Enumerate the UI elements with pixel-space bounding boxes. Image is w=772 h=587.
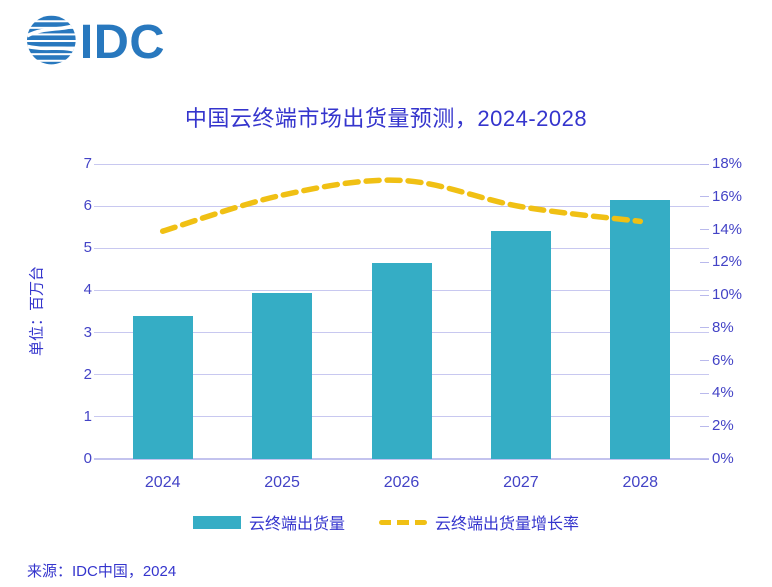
- right-axis-tick: [700, 458, 709, 460]
- x-axis-tick-label: 2027: [503, 474, 539, 491]
- bar-2026: [371, 263, 432, 459]
- right-axis-tick-label: 18%: [712, 155, 743, 172]
- x-axis-tick-label: 2025: [264, 474, 300, 491]
- right-axis-tick: [700, 294, 709, 296]
- chart-title: 中国云终端市场出货量预测，2024-2028: [184, 106, 588, 131]
- growth-rate-line-layer: [159, 177, 644, 234]
- y-axis-tick-label: 7: [83, 155, 92, 172]
- right-axis-tick: [700, 163, 709, 165]
- plot-area: [94, 163, 709, 460]
- y-axis-tick-label: 0: [83, 450, 92, 467]
- bar-2027: [490, 231, 551, 459]
- legend-item-growth-rate: 云终端出货量增长率: [379, 510, 579, 534]
- y-axis-tick-label: 6: [83, 197, 92, 215]
- right-axis-tick-label: 14%: [712, 220, 743, 238]
- idc-logo: IDC: [27, 15, 165, 67]
- gridline: [94, 458, 709, 460]
- right-axis-tick-label: 16%: [712, 187, 743, 205]
- x-axis-tick-label: 2028: [622, 474, 659, 491]
- right-axis-tick: [700, 360, 709, 362]
- legend-label-shipments: 云终端出货量: [248, 516, 345, 533]
- y-axis-tick-label: 4: [83, 281, 92, 299]
- bar-2028: [610, 199, 671, 459]
- legend: 云终端出货量 云终端出货量增长率: [0, 510, 772, 534]
- right-axis-tick-label: 8%: [712, 318, 734, 336]
- right-axis-tick-label: 10%: [712, 286, 743, 304]
- right-axis-tick-label: 4%: [712, 384, 734, 402]
- right-axis-tick-label: 6%: [712, 351, 734, 369]
- right-axis-tick: [700, 327, 709, 329]
- dashed-line-series-swatch: [379, 519, 427, 525]
- right-axis-tick: [700, 229, 709, 231]
- y-axis-tick-label: 2: [83, 365, 92, 383]
- legend-label-growth-rate: 云终端出货量增长率: [435, 516, 580, 533]
- right-axis-tick: [700, 392, 709, 394]
- y-axis-tick-label: 5: [83, 239, 92, 257]
- source-attribution: 来源：IDC中国，2024: [27, 563, 177, 580]
- right-axis-tick-label: 2%: [712, 417, 734, 435]
- gridline: [94, 205, 709, 207]
- idc-logo-text: IDC: [80, 15, 165, 67]
- gridline: [94, 163, 709, 165]
- bar-2024: [132, 315, 193, 459]
- right-axis-tick: [700, 261, 709, 263]
- growth-rate-line: [159, 177, 644, 234]
- right-axis-tick: [700, 425, 709, 427]
- gridline: [94, 247, 709, 249]
- legend-item-shipments: 云终端出货量: [192, 510, 345, 534]
- idc-globe-icon: [27, 15, 76, 65]
- right-axis-tick-label: 12%: [712, 253, 743, 271]
- bar-series-swatch: [192, 515, 241, 529]
- right-axis-tick-label: 0%: [712, 450, 734, 467]
- y-axis-tick-label: 1: [83, 407, 92, 425]
- y-axis-title: 单位：百万台: [28, 265, 46, 357]
- right-axis-tick: [700, 196, 709, 198]
- x-axis-tick-label: 2024: [144, 474, 181, 491]
- bar-2025: [252, 292, 313, 459]
- x-axis-tick-label: 2026: [383, 474, 420, 491]
- y-axis-tick-label: 3: [83, 323, 92, 341]
